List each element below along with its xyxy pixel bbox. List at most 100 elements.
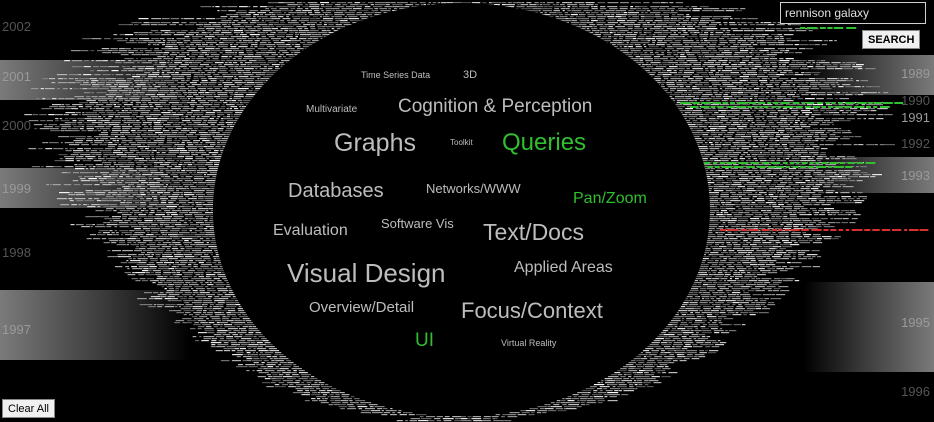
article-mark [815,108,818,110]
article-mark [324,22,327,24]
article-mark [176,170,180,172]
article-mark [197,86,208,88]
article-mark [759,80,768,82]
article-mark [789,214,797,216]
article-mark [721,232,725,234]
article-mark [114,142,120,144]
article-mark [639,34,647,36]
article-mark [769,112,778,114]
article-mark [771,220,783,222]
article-mark [78,120,85,122]
article-mark [687,78,694,80]
article-mark [131,96,141,98]
article-mark [635,46,642,48]
article-mark [124,182,131,184]
article-mark [675,64,685,66]
article-mark [734,136,741,138]
article-mark [780,192,783,194]
article-mark [724,98,730,100]
article-mark [819,200,826,202]
article-mark [55,120,59,122]
article-mark [148,44,151,46]
article-mark [136,178,141,180]
article-mark [663,16,669,18]
article-mark [164,162,171,164]
article-mark [231,22,235,24]
article-mark [731,184,742,186]
article-mark [769,114,774,116]
article-mark [796,236,803,238]
article-mark [298,32,306,34]
article-mark [841,222,848,224]
article-mark [822,122,826,124]
article-mark [721,64,729,66]
article-mark [775,176,780,178]
article-mark [711,22,716,24]
article-mark [709,24,717,26]
article-mark [176,94,182,96]
article-mark [125,42,137,44]
article-mark [115,96,123,98]
article-mark [728,188,736,190]
article-mark [220,60,226,62]
article-mark [779,198,786,200]
article-mark [168,120,180,122]
article-mark [147,134,157,136]
article-mark [805,180,811,182]
article-mark [148,130,155,132]
article-mark [825,132,830,134]
article-mark [765,84,773,86]
article-mark [557,12,562,14]
article-mark [747,154,750,156]
article-mark [747,186,753,188]
article-mark [217,116,221,118]
article-mark [171,74,181,76]
article-mark [739,80,748,82]
article-mark [721,160,729,162]
article-mark [197,186,208,188]
article-mark [799,88,810,90]
article-mark [790,112,800,114]
article-mark [139,82,146,84]
article-mark [714,56,726,58]
article-mark [192,142,199,144]
article-mark [703,38,707,40]
article-mark [102,74,111,76]
article-mark [838,86,844,88]
article-mark [694,84,703,86]
article-mark [316,24,322,26]
article-mark [249,10,258,12]
article-mark [692,86,697,88]
article-mark [170,174,178,176]
article-mark [152,116,159,118]
article-mark [656,18,663,20]
article-mark [597,18,606,20]
article-mark [202,204,214,206]
article-mark [719,24,722,26]
article-mark [177,234,184,236]
article-mark [138,34,149,36]
article-mark [130,144,142,146]
article-mark [741,146,752,148]
article-mark [98,156,101,158]
article-mark [737,146,741,148]
article-mark [766,52,770,54]
article-mark [175,78,185,80]
article-mark [709,142,713,144]
article-mark [753,138,757,140]
article-mark [206,150,212,152]
article-mark [837,178,848,180]
article-mark [178,186,183,188]
article-mark [200,94,203,96]
article-mark [823,208,834,210]
article-mark [189,228,197,230]
article-mark [331,16,335,18]
article-mark [687,28,696,30]
article-mark [118,86,129,88]
article-mark [85,156,96,158]
article-mark [155,238,167,240]
article-mark [659,8,666,10]
article-mark [721,140,727,142]
article-mark [183,168,188,170]
article-mark [812,86,818,88]
